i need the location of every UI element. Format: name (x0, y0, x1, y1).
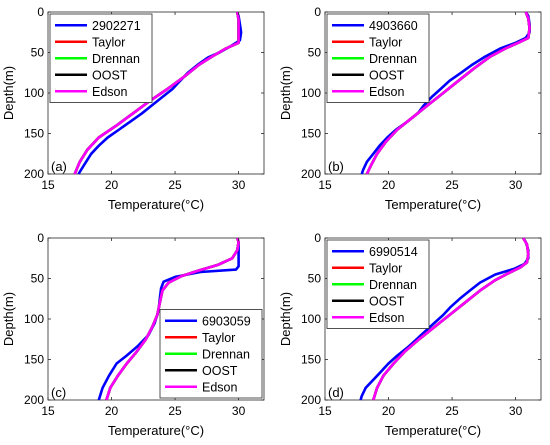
y-tick-label: 0 (314, 5, 321, 19)
x-tick-label: 30 (232, 404, 246, 418)
y-tick-label: 100 (24, 86, 44, 100)
x-tick-label: 20 (382, 404, 396, 418)
x-tick-label: 15 (318, 178, 332, 192)
legend: 2902271 Taylor Drennan OOST Edson (49, 13, 153, 103)
legend-label: Drennan (369, 278, 417, 292)
x-axis-label: Temperature(°C) (108, 423, 204, 438)
x-tick-label: 20 (105, 178, 119, 192)
legend: 4903660 Taylor Drennan OOST Edson (326, 13, 430, 103)
x-tick-labels: 15 20 25 30 (318, 12, 523, 192)
legend-label: OOST (369, 68, 405, 82)
x-tick-label: 20 (382, 178, 396, 192)
y-tick-label: 50 (308, 46, 322, 60)
series-line-edson (73, 11, 240, 175)
legend-label: OOST (92, 68, 128, 82)
series-lines (73, 11, 243, 175)
y-tick-labels: 0 50 100 150 200 (301, 231, 541, 407)
x-tick-label: 15 (318, 404, 332, 418)
panel-c: 15 20 25 30 0 50 100 150 200 Temperature(°C) De… (1, 231, 265, 438)
legend-label: OOST (369, 294, 405, 308)
x-axis-label: Temperature(°C) (385, 423, 481, 438)
y-tick-label: 200 (24, 167, 44, 181)
legend: 6990514 Taylor Drennan OOST Edson (326, 239, 430, 329)
x-tick-label: 25 (168, 178, 182, 192)
series-line-2902271 (77, 11, 243, 175)
y-tick-labels: 0 50 100 150 200 (301, 5, 541, 181)
y-axis-label: Depth(m) (278, 66, 293, 120)
x-tick-label: 30 (232, 178, 246, 192)
y-tick-label: 0 (314, 231, 321, 245)
legend-label: Taylor (369, 35, 402, 49)
panel-a: 15 20 25 30 0 50 100 150 200 Temperature(°C) De… (1, 5, 265, 212)
series-line-edson (365, 11, 531, 175)
y-tick-label: 200 (24, 393, 44, 407)
legend-label: Drennan (369, 52, 417, 66)
legend-label: 4903660 (369, 19, 418, 33)
y-axis-label: Depth(m) (1, 66, 16, 120)
legend-label: Taylor (202, 331, 235, 345)
y-tick-label: 200 (301, 393, 321, 407)
x-axis-label: Temperature(°C) (385, 197, 481, 212)
y-axis-label: Depth(m) (1, 292, 16, 346)
y-tick-label: 100 (301, 312, 321, 326)
panel-label: (d) (328, 385, 344, 400)
panel-label: (a) (51, 159, 67, 174)
x-tick-labels: 15 20 25 30 (41, 12, 246, 192)
y-tick-label: 200 (301, 167, 321, 181)
y-tick-label: 150 (24, 127, 44, 141)
y-tick-label: 100 (24, 312, 44, 326)
x-tick-label: 20 (105, 404, 119, 418)
legend-label: Drennan (202, 347, 250, 361)
series-line-4903660 (360, 11, 531, 175)
y-tick-label: 50 (31, 46, 45, 60)
y-tick-label: 100 (301, 86, 321, 100)
y-tick-labels: 0 50 100 150 200 (24, 231, 264, 407)
y-tick-label: 0 (37, 5, 44, 19)
legend-label: Drennan (92, 52, 140, 66)
y-tick-label: 150 (301, 353, 321, 367)
x-axis-label: Temperature(°C) (108, 197, 204, 212)
x-tick-labels: 15 20 25 30 (41, 238, 246, 418)
panel-d: 15 20 25 30 0 50 100 150 200 Temperature(°C) De… (278, 231, 542, 438)
y-tick-label: 150 (24, 353, 44, 367)
y-tick-label: 50 (31, 272, 45, 286)
x-tick-label: 25 (445, 178, 459, 192)
legend-label: 6990514 (369, 245, 418, 259)
y-axis-label: Depth(m) (278, 292, 293, 346)
x-tick-label: 25 (168, 404, 182, 418)
legend-label: Edson (369, 311, 404, 325)
legend-label: 6903059 (202, 314, 251, 328)
x-tick-label: 15 (41, 404, 55, 418)
x-tick-label: 15 (41, 178, 55, 192)
x-tick-label: 30 (509, 404, 523, 418)
legend-label: OOST (202, 364, 238, 378)
y-tick-labels: 0 50 100 150 200 (24, 5, 264, 181)
y-tick-label: 50 (308, 272, 322, 286)
x-tick-label: 25 (445, 404, 459, 418)
legend-label: Edson (92, 85, 127, 99)
series-lines (360, 11, 531, 175)
series-line-edson (105, 237, 240, 401)
y-tick-label: 0 (37, 231, 44, 245)
panel-label: (b) (328, 159, 344, 174)
panel-b: 15 20 25 30 0 50 100 150 200 Temperature(°C) De… (278, 5, 542, 212)
x-tick-label: 30 (509, 178, 523, 192)
legend-label: Edson (369, 85, 404, 99)
panel-label: (c) (51, 385, 66, 400)
legend: 6903059 Taylor Drennan OOST Edson (159, 309, 263, 399)
legend-label: Edson (202, 380, 237, 394)
x-tick-labels: 15 20 25 30 (318, 238, 523, 418)
y-tick-label: 150 (301, 127, 321, 141)
legend-label: Taylor (92, 35, 125, 49)
series-line-edson (372, 237, 530, 401)
legend-label: 2902271 (92, 19, 141, 33)
legend-label: Taylor (369, 261, 402, 275)
series-lines (359, 237, 530, 401)
series-lines (97, 237, 240, 401)
